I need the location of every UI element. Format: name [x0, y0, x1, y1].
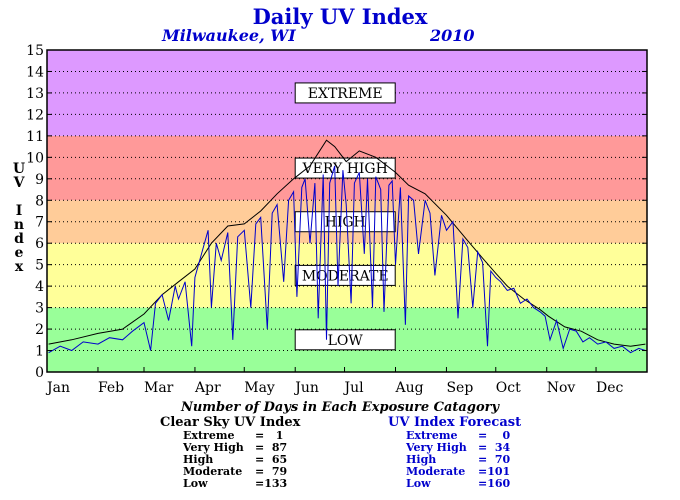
y-tick-label-4: 4 — [35, 279, 44, 295]
y-axis-label-char: e — [14, 245, 24, 261]
forecast-row: Moderate =101 — [406, 466, 510, 478]
series-line-0 — [48, 139, 646, 347]
y-tick-label-10: 10 — [26, 150, 44, 166]
x-tick-label-9: Oct — [496, 380, 521, 396]
summary-title: Number of Days in Each Exposure Catagory — [180, 400, 500, 415]
clear-sky-row: Moderate = 79 — [183, 466, 287, 478]
grid-lines — [47, 70, 647, 352]
clear-sky-row-value: = 79 — [255, 465, 288, 478]
x-tick-label-10: Nov — [547, 380, 576, 396]
y-axis-label-char: n — [13, 217, 25, 233]
x-tick-label-11: Dec — [596, 380, 624, 396]
clear-sky-row: Very High = 87 — [183, 442, 287, 454]
x-tick-label-0: Jan — [45, 380, 70, 396]
y-tick-label-11: 11 — [26, 129, 44, 145]
plot-frame — [46, 49, 648, 373]
forecast-row-label: Moderate — [406, 465, 466, 478]
y-axis-label-char: U — [12, 161, 26, 177]
y-axis-label-char: x — [14, 259, 24, 275]
clear-sky-row-value: = 1 — [255, 429, 284, 442]
forecast-title: UV Index Forecast — [388, 415, 522, 430]
y-tick-label-13: 13 — [26, 86, 44, 102]
forecast-table: Extreme = 0 Very High = 34 High = 70 Moderate =… — [406, 430, 510, 490]
clear-sky-title: Clear Sky UV Index — [160, 415, 301, 430]
y-tick-label-14: 14 — [26, 64, 44, 80]
x-tick-label-6: Jul — [343, 380, 365, 396]
forecast-row-label: High — [406, 453, 437, 466]
x-tick-label-8: Sep — [446, 380, 473, 396]
clear-sky-row: Extreme = 1 — [183, 430, 287, 442]
band-label-text-3: VERY HIGH — [302, 161, 388, 177]
band-labels: LOW MODERATE HIGH VERY HIGH EXTREME — [294, 82, 396, 351]
clear-sky-row-value: = 65 — [255, 453, 288, 466]
y-axis-label-char: I — [15, 203, 23, 219]
forecast-row: High = 70 — [406, 454, 510, 466]
band-label-box-2 — [294, 211, 396, 233]
chart-subtitle-location: Milwaukee, WI — [162, 26, 296, 45]
y-axis-label-char — [12, 190, 26, 204]
band-label-text-2: HIGH — [325, 215, 366, 231]
clear-sky-row: High = 65 — [183, 454, 287, 466]
x-tick-label-1: Feb — [98, 380, 124, 396]
band-label-text-0: LOW — [328, 333, 364, 349]
clear-sky-row-label: Moderate — [183, 465, 243, 478]
y-tick-label-5: 5 — [35, 258, 44, 274]
band-label-box-4 — [294, 82, 396, 104]
chart-subtitle-year: 2010 — [430, 26, 475, 45]
band-label-text-1: MODERATE — [302, 268, 389, 284]
band-label-0: LOW — [294, 329, 396, 351]
clear-sky-row-label: Very High — [183, 441, 244, 454]
x-tick-label-3: Apr — [194, 380, 221, 396]
y-tick-label-6: 6 — [35, 236, 44, 252]
y-tick-label-12: 12 — [26, 107, 44, 123]
forecast-row: Extreme = 0 — [406, 430, 510, 442]
band-label-box-3 — [294, 157, 396, 179]
band-label-3: VERY HIGH — [294, 157, 396, 179]
y-tick-label-2: 2 — [35, 322, 44, 338]
band-label-1: MODERATE — [294, 264, 396, 286]
band-label-box-0 — [294, 329, 396, 351]
clear-sky-row-label: Low — [183, 477, 208, 490]
y-tick-label-0: 0 — [35, 365, 44, 381]
clear-sky-row-value: =133 — [255, 477, 288, 490]
forecast-row-label: Very High — [406, 441, 467, 454]
y-axis-label-char: V — [13, 175, 25, 191]
y-axis-label-char: d — [14, 231, 24, 247]
clear-sky-row: Low =133 — [183, 478, 287, 490]
y-tick-label-7: 7 — [35, 215, 44, 231]
forecast-row-label: Low — [406, 477, 431, 490]
forecast-row-value: =101 — [478, 465, 511, 478]
y-tick-label-8: 8 — [35, 193, 44, 209]
clear-sky-table: Extreme = 1 Very High = 87 High = 65 Moderate =… — [183, 430, 287, 490]
forecast-row-value: = 34 — [478, 441, 511, 454]
x-tick-label-2: Mar — [144, 380, 174, 396]
y-tick-label-15: 15 — [26, 43, 44, 59]
forecast-row-label: Extreme — [406, 429, 458, 442]
y-tick-label-3: 3 — [35, 301, 44, 317]
forecast-row-value: = 70 — [478, 453, 511, 466]
series-line-1 — [48, 165, 646, 354]
x-tick-labels: Jan Feb Mar Apr May Jun Jul Aug Sep Oct Nov Dec — [45, 367, 624, 396]
clear-sky-row-label: High — [183, 453, 214, 466]
axes — [46, 49, 648, 373]
x-tick-label-4: May — [244, 380, 275, 396]
clear-sky-row-value: = 87 — [255, 441, 288, 454]
forecast-row: Low =160 — [406, 478, 510, 490]
series-lines — [48, 139, 646, 354]
band-label-2: HIGH — [294, 211, 396, 233]
forecast-row-value: =160 — [478, 477, 511, 490]
forecast-row: Very High = 34 — [406, 442, 510, 454]
band-label-text-4: EXTREME — [308, 86, 383, 102]
clear-sky-row-label: Extreme — [183, 429, 235, 442]
chart-title: Daily UV Index — [252, 4, 428, 29]
y-tick-label-9: 9 — [35, 172, 44, 188]
x-tick-label-5: Jun — [293, 380, 319, 396]
band-label-4: EXTREME — [294, 82, 396, 104]
y-tick-label-1: 1 — [35, 344, 44, 360]
forecast-row-value: = 0 — [478, 429, 511, 442]
x-tick-label-7: Aug — [394, 380, 423, 396]
